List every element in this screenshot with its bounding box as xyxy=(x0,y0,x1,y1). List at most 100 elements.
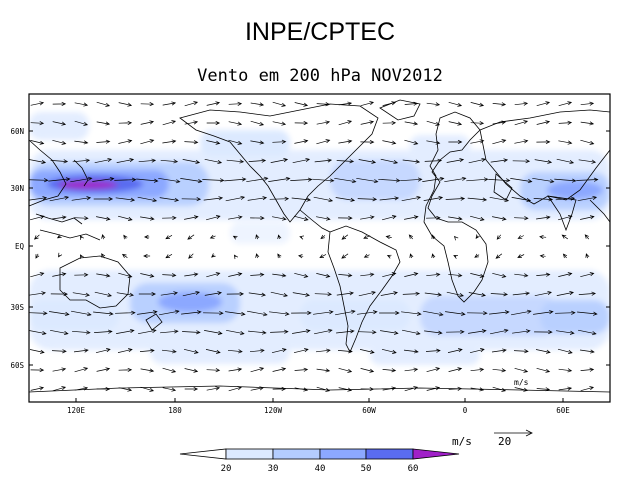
wind-arrow xyxy=(448,101,463,107)
wind-arrow xyxy=(510,178,533,184)
wind-arrow xyxy=(338,139,353,144)
wind-arrow xyxy=(336,329,355,334)
wind-arrow xyxy=(408,234,414,240)
wind-arrow xyxy=(184,140,199,145)
wind-arrow xyxy=(341,234,349,240)
wind-arrow xyxy=(336,291,354,296)
wind-arrow xyxy=(584,234,590,240)
lat-tick-30n: 30N xyxy=(10,184,24,193)
wind-arrow xyxy=(250,102,265,107)
wind-arrow xyxy=(404,139,419,145)
wind-arrow xyxy=(271,348,287,354)
wind-arrow xyxy=(490,158,509,163)
wind-arrow xyxy=(93,196,114,202)
wind-arrow xyxy=(268,176,291,182)
wind-arrow xyxy=(30,272,45,278)
wind-arrow xyxy=(232,235,238,240)
wind-arrow xyxy=(453,235,459,241)
wind-arrow xyxy=(314,328,333,335)
longitude-axis: 120E 180 120W 60W 0 60E xyxy=(67,406,570,415)
wind-arrow xyxy=(426,120,441,126)
wind-arrow xyxy=(211,253,216,258)
wind-arrow xyxy=(492,272,507,278)
wind-arrow xyxy=(225,311,246,316)
wind-arrow xyxy=(533,310,554,315)
lon-tick-180: 180 xyxy=(168,406,182,415)
wind-arrow xyxy=(140,216,155,221)
wind-arrow xyxy=(29,178,49,183)
wind-arrow xyxy=(160,291,179,296)
wind-arrow xyxy=(30,140,45,145)
wind-arrow xyxy=(446,329,465,334)
wind-arrow xyxy=(426,140,441,145)
wind-arrow xyxy=(34,234,40,240)
wind-arrow xyxy=(72,158,91,163)
wind-arrow xyxy=(96,386,111,392)
wind-arrow xyxy=(206,101,221,106)
wind-arrow xyxy=(184,120,199,125)
wind-arrow xyxy=(448,216,463,221)
wind-arrow xyxy=(226,159,245,164)
latitude-tick-marks xyxy=(29,130,610,366)
wind-arrow xyxy=(49,195,70,202)
wind-arrow xyxy=(338,387,353,392)
wind-arrow xyxy=(336,159,355,164)
wind-arrow xyxy=(137,310,158,315)
wind-arrow xyxy=(162,387,177,392)
wind-arrow xyxy=(536,120,551,125)
wind-arrow xyxy=(118,139,133,144)
wind-arrow xyxy=(585,253,590,259)
wind-arrow xyxy=(426,272,441,277)
wind-arrow xyxy=(117,348,133,353)
wind-arrow xyxy=(445,196,466,201)
wind-arrow xyxy=(470,121,485,126)
wind-arrow xyxy=(536,272,551,277)
wind-arrow xyxy=(492,386,507,392)
wind-arrow xyxy=(121,253,128,258)
wind-arrow xyxy=(466,177,489,182)
lat-tick-eq: EQ xyxy=(15,242,25,251)
wind-arrow xyxy=(71,310,92,317)
wind-arrow xyxy=(204,330,223,335)
wind-arrow xyxy=(382,101,397,106)
wind-arrow xyxy=(382,368,397,373)
wind-arrow xyxy=(316,120,331,125)
wind-arrow xyxy=(426,367,441,373)
wind-arrow xyxy=(118,387,133,392)
wind-arrow xyxy=(319,254,327,258)
wind-arrow xyxy=(378,178,401,183)
wind-arrow xyxy=(94,157,113,164)
wind-arrow xyxy=(272,386,287,392)
wind-arrow xyxy=(580,367,595,372)
wind-arrow xyxy=(206,386,221,391)
wind-arrow xyxy=(402,291,421,296)
wind-arrow xyxy=(400,177,423,182)
wind-arrow xyxy=(205,349,221,354)
wind-arrow xyxy=(277,253,282,259)
wind-arrow xyxy=(49,311,70,317)
wind-arrow xyxy=(52,101,67,107)
wind-vector-field xyxy=(29,101,599,392)
wind-arrow xyxy=(512,291,531,296)
wind-arrow xyxy=(358,330,377,335)
wind-arrow xyxy=(228,367,243,372)
lon-tick-120e: 120E xyxy=(67,406,86,415)
wind-arrow xyxy=(206,272,221,278)
wind-arrow xyxy=(316,273,331,278)
wind-arrow xyxy=(514,139,529,144)
wind-arrow xyxy=(118,120,133,126)
wind-arrow xyxy=(514,101,529,106)
wind-arrow xyxy=(517,254,525,258)
wind-arrow xyxy=(555,196,576,201)
wind-arrow xyxy=(291,310,312,316)
wind-arrow xyxy=(270,291,288,298)
wind-arrow xyxy=(294,215,309,221)
wind-arrow xyxy=(490,328,509,335)
wind-arrow xyxy=(204,291,222,296)
wind-arrow xyxy=(48,177,71,182)
wind-arrow xyxy=(360,387,375,392)
wind-arrow xyxy=(72,330,91,335)
wind-arrow xyxy=(424,330,443,335)
wind-arrow xyxy=(140,120,155,125)
wind-arrow xyxy=(357,197,378,202)
